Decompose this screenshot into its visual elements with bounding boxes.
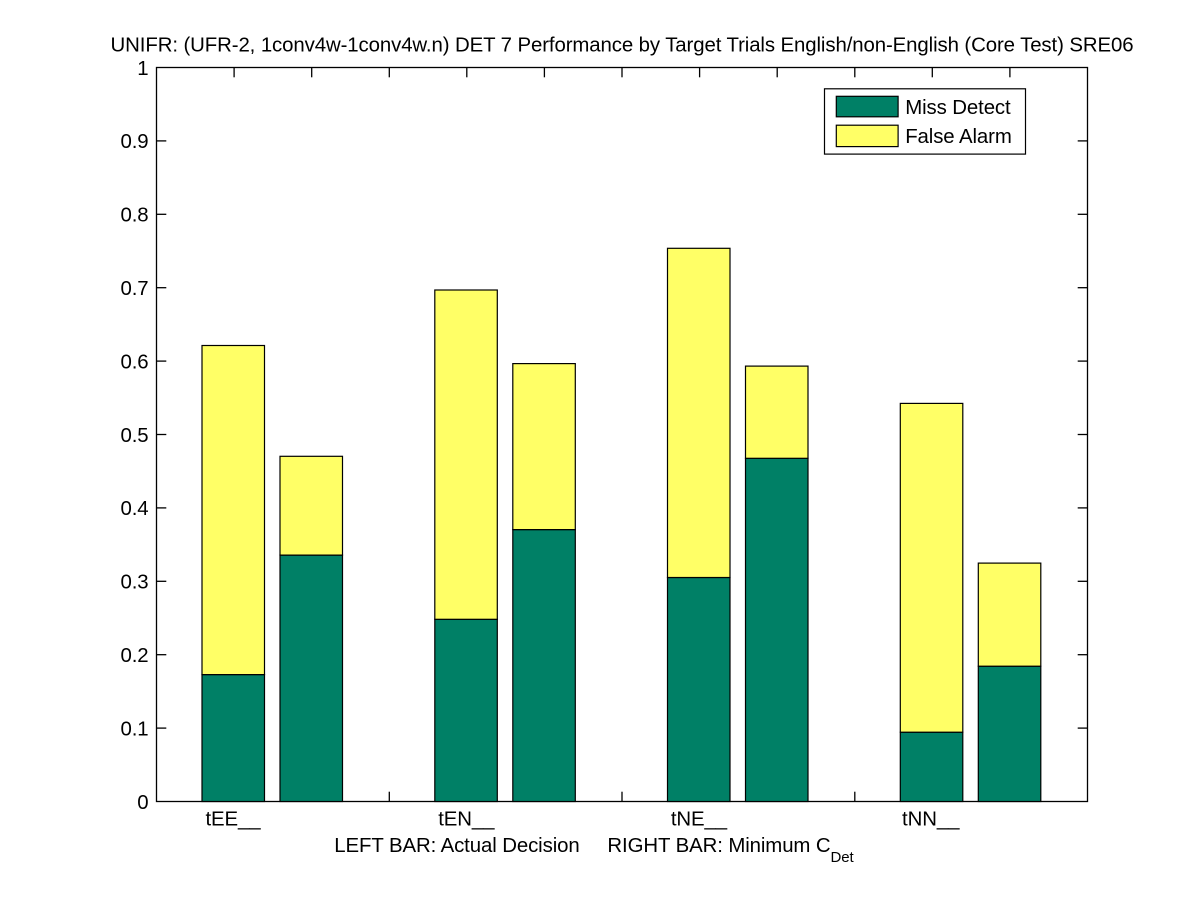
svg-text:tEE__: tEE__ [205, 808, 261, 830]
svg-text:Miss Detect: Miss Detect [905, 97, 1011, 119]
svg-text:False Alarm: False Alarm [905, 126, 1012, 148]
svg-text:0.3: 0.3 [120, 572, 148, 594]
svg-text:0: 0 [137, 792, 148, 814]
svg-text:0.2: 0.2 [120, 645, 148, 667]
svg-text:tNN__: tNN__ [902, 808, 960, 830]
svg-text:0.5: 0.5 [120, 425, 148, 447]
svg-text:0.4: 0.4 [120, 498, 148, 520]
svg-text:1: 1 [137, 58, 148, 80]
svg-text:0.1: 0.1 [120, 718, 148, 740]
svg-text:tNE__: tNE__ [671, 808, 728, 830]
svg-text:0.8: 0.8 [120, 205, 148, 227]
svg-text:UNIFR: (UFR-2, 1conv4w-1conv4w: UNIFR: (UFR-2, 1conv4w-1conv4w.n) DET 7 … [111, 35, 1134, 57]
svg-text:0.7: 0.7 [120, 278, 148, 300]
svg-text:tEN__: tEN__ [438, 808, 495, 830]
svg-text:0.6: 0.6 [120, 351, 148, 373]
svg-text:0.9: 0.9 [120, 131, 148, 153]
